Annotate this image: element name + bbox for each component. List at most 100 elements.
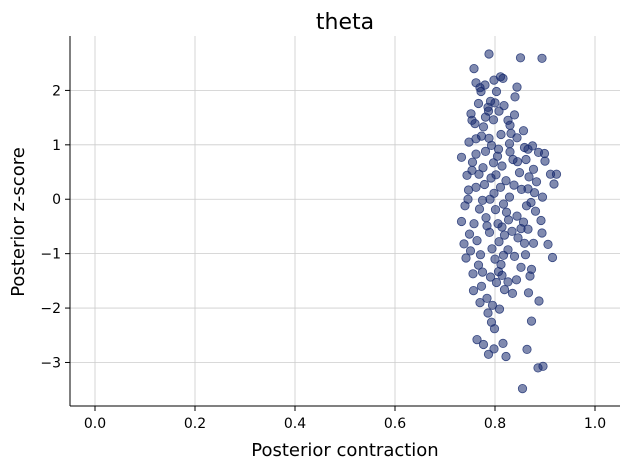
x-tick-label: 0.2	[184, 416, 206, 432]
scatter-point	[533, 363, 543, 373]
scatter-point	[515, 53, 526, 63]
scatter-point	[504, 139, 515, 149]
scatter-point	[477, 267, 488, 277]
scatter-point	[525, 271, 535, 281]
scatter-point	[467, 115, 477, 125]
scatter-point	[501, 176, 511, 186]
scatter-point	[480, 112, 491, 122]
scatter-point	[516, 224, 526, 234]
scatter-point	[537, 192, 548, 202]
scatter-point	[490, 98, 500, 108]
scatter-point	[472, 236, 482, 246]
scatter-point	[471, 134, 481, 144]
scatter-point	[539, 148, 550, 159]
x-tick-label: 1.0	[584, 416, 606, 432]
scatter-point	[507, 226, 517, 236]
scatter-point	[489, 75, 499, 85]
scatter-point	[483, 102, 493, 112]
scatter-point	[496, 129, 506, 140]
scatter-point	[495, 182, 506, 192]
scatter-point	[507, 288, 518, 298]
x-tick-label: 0.4	[284, 416, 306, 432]
scatter-point	[486, 140, 497, 150]
scatter-point	[516, 262, 526, 272]
scatter-point	[490, 254, 500, 264]
scatter-point	[534, 296, 544, 306]
points-layer	[456, 49, 562, 394]
scatter-point	[522, 344, 532, 354]
scatter-point	[537, 53, 547, 63]
scatter-point	[499, 230, 510, 240]
scatter-point	[474, 204, 485, 214]
scatter-point	[488, 158, 499, 168]
scatter-point	[509, 251, 520, 261]
scatter-point	[480, 146, 491, 156]
scatter-point	[487, 300, 498, 310]
scatter-point	[476, 86, 486, 97]
x-tick-label: 0.6	[384, 416, 406, 432]
scatter-point	[503, 277, 513, 287]
scatter-point	[540, 156, 550, 166]
scatter-point	[476, 281, 487, 291]
scatter-point	[517, 383, 528, 394]
scatter-point	[504, 192, 515, 202]
scatter-point	[523, 288, 534, 298]
scatter-point	[473, 98, 484, 109]
scatter-point	[531, 177, 542, 187]
scatter-point	[499, 284, 510, 295]
scatter-point	[493, 266, 504, 277]
scatter-point	[503, 115, 513, 125]
scatter-point	[491, 86, 502, 97]
scatter-point	[512, 82, 522, 92]
scatter-point	[519, 238, 530, 248]
chart-title: theta	[316, 10, 374, 35]
scatter-point	[471, 149, 481, 159]
scatter-point	[497, 161, 507, 171]
scatter-point	[510, 92, 520, 102]
scatter-point	[537, 228, 547, 238]
scatter-point	[489, 324, 500, 334]
scatter-point	[523, 184, 533, 194]
scatter-point	[478, 122, 489, 132]
scatter-point	[488, 115, 499, 125]
scatter-point	[494, 304, 505, 314]
y-tick-label: 1	[52, 138, 61, 154]
scatter-point	[513, 233, 523, 243]
scatter-point	[514, 168, 525, 178]
y-tick-label: −3	[40, 355, 61, 371]
y-tick-label: 2	[52, 83, 61, 99]
scatter-point	[494, 237, 504, 247]
scatter-point	[520, 250, 531, 260]
scatter-point	[528, 238, 539, 248]
scatter-point	[485, 194, 495, 204]
x-tick-label: 0.8	[484, 416, 506, 432]
scatter-point	[498, 250, 509, 260]
scatter-point	[501, 351, 511, 362]
scatter-point	[509, 180, 519, 190]
scatter-point	[528, 164, 539, 174]
scatter-point	[464, 229, 475, 239]
scatter-point	[526, 316, 537, 326]
scatter-point	[498, 199, 509, 209]
scatter-point	[487, 244, 497, 254]
scatter-point	[475, 250, 486, 260]
y-axis-label: Posterior z-score	[8, 147, 29, 297]
scatter-point	[518, 126, 529, 136]
x-axis-ticks: 0.0 0.2 0.4 0.6 0.8 1.0	[84, 406, 606, 432]
x-tick-label: 0.0	[84, 416, 106, 432]
scatter-point	[469, 64, 479, 74]
scatter-point	[473, 260, 484, 270]
scatter-point	[456, 152, 467, 162]
scatter-point	[474, 169, 484, 179]
scatter-point	[468, 285, 479, 296]
scatter-point	[475, 297, 485, 308]
scatter-point	[551, 169, 562, 179]
scatter-point	[483, 349, 494, 359]
scatter-point	[494, 106, 504, 116]
scatter-point	[536, 215, 546, 226]
y-tick-label: −2	[40, 301, 61, 317]
scatter-point	[543, 239, 553, 249]
scatter-point	[467, 157, 478, 167]
scatter-point	[498, 338, 508, 348]
